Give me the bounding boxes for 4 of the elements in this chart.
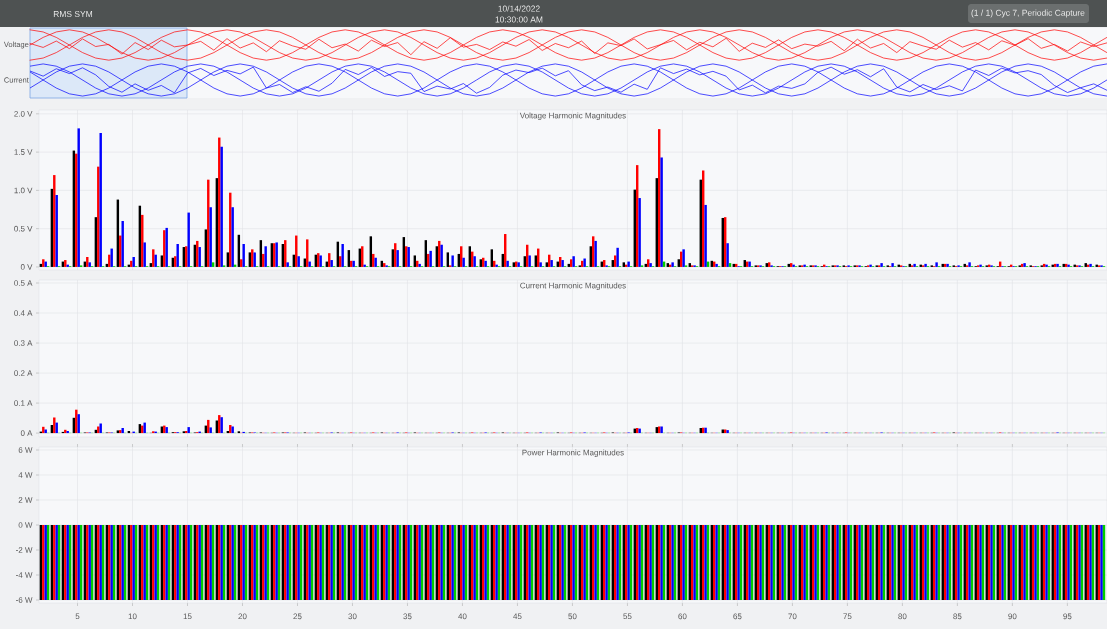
- text: 10:30:00 AM: [495, 16, 543, 23]
- text: 10/14/2022: [498, 5, 540, 12]
- text: RMS SYM: [53, 11, 93, 17]
- text: (1 / 1) Cyc 7, Periodic Capture: [971, 9, 1085, 18]
